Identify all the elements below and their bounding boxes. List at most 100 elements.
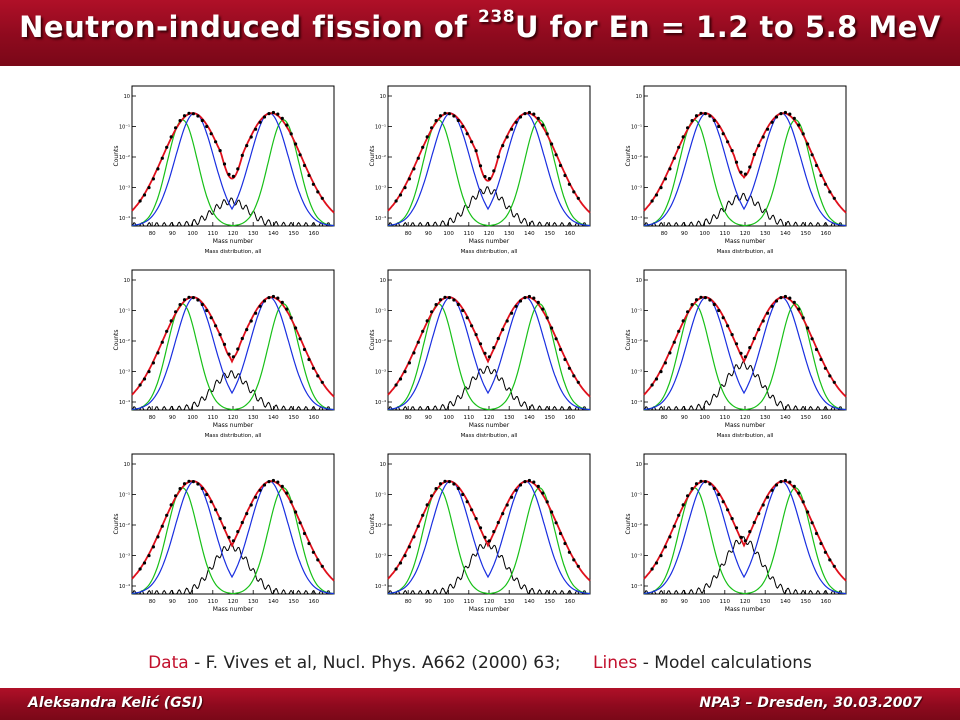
y-tick-label: 10⁻³ [375,554,386,560]
x-tick-label: 150 [544,599,555,605]
data-point [205,492,209,497]
data-point [576,380,580,384]
data-point [514,120,518,124]
series-super-long [131,197,334,227]
data-point [550,326,554,330]
data-point [470,508,474,512]
data-point [200,118,204,123]
chart-panel-5: 80 90 100 110 120 130 140 150 160 10 10⁻¹ 10⁻² 10⁻³ 1… [368,264,601,444]
y-tick-label: 10 [124,278,130,284]
data-point [200,302,204,307]
y-axis-label: Counts [625,146,632,167]
data-point [316,190,320,194]
y-tick-label: 10⁻³ [119,186,130,192]
data-point [501,144,505,148]
x-tick-label: 120 [740,231,751,237]
data-point [668,167,672,171]
data-point [258,304,262,308]
data-point [554,153,558,157]
x-tick-label: 130 [504,599,515,605]
data-point [505,135,509,139]
chart-svg: 80 90 100 110 120 130 140 150 160 10 10⁻¹ 10⁻² 10⁻³ 1… [113,269,335,439]
data-point [218,517,222,521]
data-point [214,324,218,328]
chart-subtitle: Mass distribution, all [205,249,262,255]
y-tick-label: 10⁻¹ [631,493,642,499]
data-point [712,486,716,491]
data-point [298,521,302,525]
data-point [545,500,549,504]
y-axis-label: Counts [113,330,120,351]
y-axis-label: Counts [625,514,632,535]
data-point [558,531,563,536]
data-point [532,480,536,484]
data-point [730,149,734,153]
data-point [532,296,536,300]
x-axis-label: Mass number [213,422,254,429]
data-point [563,541,567,546]
data-point [761,135,765,139]
data-point [541,123,545,127]
data-point [677,145,681,149]
data-point [541,491,545,495]
data-point [774,483,779,487]
x-tick-label: 140 [780,599,791,605]
data-point [403,554,407,558]
chart-subtitle: Mass distribution, all [461,249,518,255]
x-tick-label: 130 [504,415,515,421]
data-point [178,303,182,307]
data-point [465,132,469,136]
x-tick-label: 90 [169,415,176,421]
y-tick-label: 10 [636,278,642,284]
y-tick-label: 10⁻² [119,155,130,161]
data-point [505,503,509,507]
data-point [814,531,819,536]
data-point [438,114,443,118]
data-point [294,510,298,514]
x-axis-label: Mass number [213,606,254,613]
data-point [182,482,187,486]
data-point [572,190,576,194]
data-point [681,135,685,139]
data-point [523,480,527,484]
x-tick-label: 90 [681,415,688,421]
data-point [407,361,411,365]
data-point [823,366,827,370]
x-tick-label: 120 [228,415,239,421]
data-point [527,478,531,483]
data-point [174,126,178,130]
data-point [478,342,483,346]
data-point [712,118,716,123]
data-point [766,127,770,131]
data-point [407,177,411,181]
data-point [703,480,707,484]
data-point [258,488,262,492]
data-point [425,503,429,507]
data-point [298,153,302,157]
series-standard-2 [131,303,335,411]
series-super-long [387,365,590,411]
data-point [483,175,487,179]
data-point [142,377,147,381]
data-point [209,500,213,504]
data-point [196,114,200,118]
data-point [470,324,474,328]
y-tick-label: 10⁻⁴ [119,400,130,406]
x-tick-label: 150 [544,415,555,421]
data-point [663,361,667,365]
x-tick-label: 160 [821,231,832,237]
caption-data-word: Data [148,653,189,673]
data-point [672,156,676,160]
data-point [452,298,456,302]
data-point [434,487,438,491]
data-point [456,486,460,491]
data-point [483,351,487,355]
data-point [236,530,240,534]
data-point [249,319,253,323]
data-point [214,140,218,144]
x-tick-label: 160 [821,599,832,605]
x-tick-label: 160 [565,599,576,605]
data-point [398,561,403,565]
x-tick-label: 160 [309,599,320,605]
data-point [285,123,289,127]
